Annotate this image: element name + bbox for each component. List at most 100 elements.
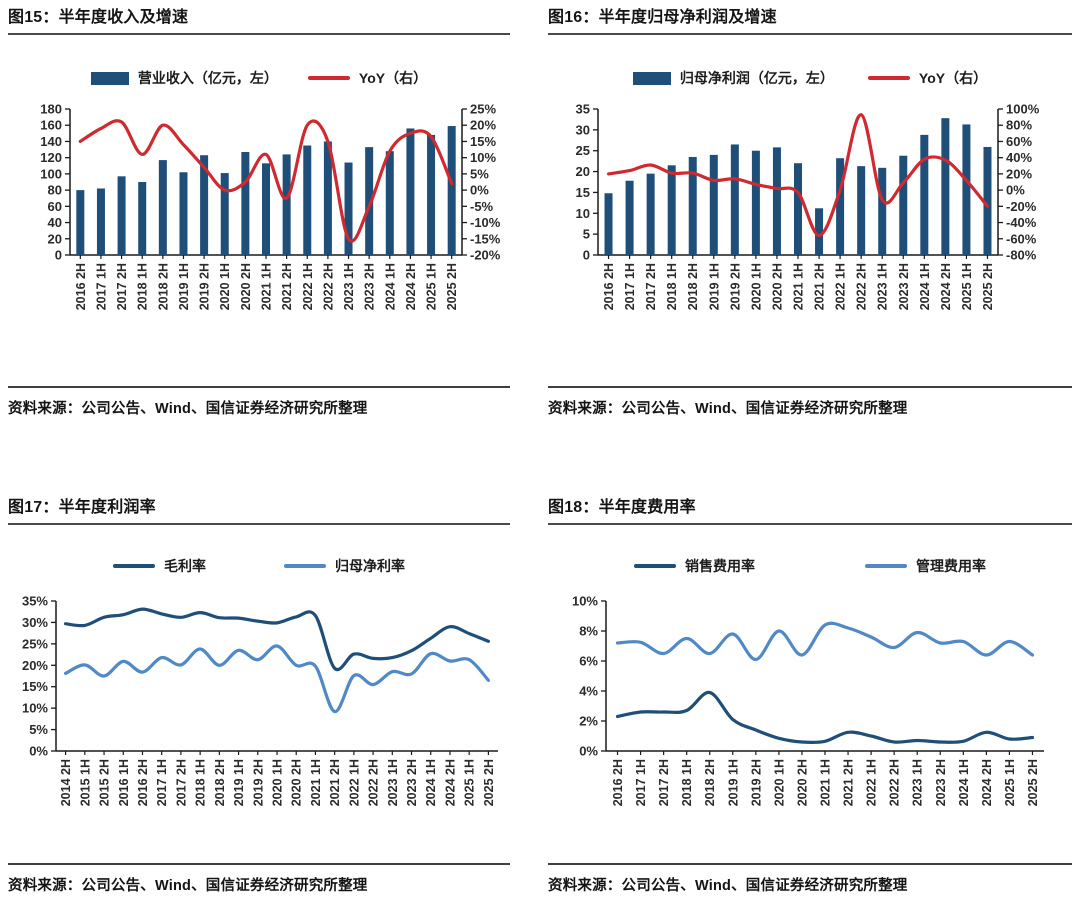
x-axis-tick-label: 2015 2H [98, 759, 112, 806]
right-axis-tick-label: 20% [1006, 166, 1032, 181]
left-axis-tick-label: 25% [22, 636, 48, 651]
left-axis-tick-label: 160 [40, 118, 62, 133]
line-series [78, 119, 454, 243]
bar [815, 208, 824, 255]
bar [447, 126, 456, 256]
left-axis-tick-label: 5 [583, 227, 590, 242]
x-axis-tick-label: 2021 2H [813, 263, 827, 310]
bar [241, 151, 250, 255]
figure-18-legend: 销售费用率 管理费用率 [548, 555, 1072, 577]
x-axis-tick-label: 2019 2H [728, 263, 742, 310]
right-axis-tick-label: -20% [1006, 199, 1037, 214]
x-axis-tick-label: 2017 1H [634, 759, 648, 806]
bar [983, 146, 992, 255]
x-axis-tick-label: 2023 2H [934, 759, 948, 806]
figure-16-legend: 归母净利润（亿元，左） YoY（右） [548, 67, 1072, 89]
left-axis-tick-label: 30% [22, 615, 48, 630]
x-axis-tick-label: 2020 1H [749, 263, 763, 310]
figure-16-plot: 0 5 10 15 20 25 30 35 -80% -60%-40%-20%0% 20%40%60… [576, 102, 1040, 311]
figure-18-source-note: 资料来源：公司公告、Wind、国信证券经济研究所整理 [548, 878, 908, 894]
bar [941, 118, 950, 255]
x-axis-tick-label: 2016 1H [117, 759, 131, 806]
right-axis-tick-label: 10% [470, 150, 496, 165]
right-axis-tick-label: -40% [1006, 215, 1037, 230]
x-axis-tick-label: 2018 1H [680, 759, 694, 806]
x-axis-tick-label: 2020 2H [770, 263, 784, 310]
bar [117, 176, 126, 255]
right-axis-tick-label: -60% [1006, 231, 1037, 246]
left-axis-tick-label: 180 [40, 102, 62, 117]
x-axis-tick-label: 2017 1H [623, 263, 637, 310]
left-axis-tick-label: 80 [48, 183, 62, 198]
x-axis-tick-label: 2023 2H [405, 759, 419, 806]
line-series [63, 607, 490, 672]
x-axis-tick-label: 2020 1H [218, 263, 232, 310]
right-axis-tick-label: 0% [1006, 183, 1025, 198]
left-axis-tick-label: 6% [579, 654, 598, 669]
legend-label: YoY（右） [358, 70, 428, 86]
line-series [615, 621, 1035, 662]
right-axis-tick-label: 60% [1006, 134, 1032, 149]
x-axis-tick-label: 2019 2H [251, 759, 265, 806]
figure-15-legend: 营业收入（亿元，左） YoY（右） [8, 67, 510, 89]
bar [730, 144, 739, 255]
x-axis-tick-label: 2020 2H [795, 759, 809, 806]
x-axis-tick-label: 2022 2H [888, 759, 902, 806]
bar [303, 145, 312, 255]
bar [262, 163, 270, 255]
bar [138, 182, 147, 255]
figure-15-source-note: 资料来源：公司公告、Wind、国信证券经济研究所整理 [8, 401, 368, 417]
bar [646, 173, 655, 255]
x-axis-tick-label: 2024 2H [404, 263, 418, 310]
bar [625, 180, 634, 255]
figure-panel-15: 图15：半年度收入及增速 营业收入（亿元，左） YoY（右） 0 20 40 60 80 1… [8, 8, 510, 418]
bar [365, 147, 374, 255]
legend-item: 毛利率 [113, 556, 206, 576]
legend-item: 归母净利率 [284, 556, 405, 576]
bar [200, 155, 209, 255]
right-axis-tick-label: -20% [470, 248, 501, 263]
right-axis-tick-label: 5% [470, 166, 489, 181]
x-axis-tick-label: 2024 2H [443, 759, 457, 806]
x-axis-tick-label: 2024 2H [939, 263, 953, 310]
x-axis-tick-label: 2022 2H [855, 263, 869, 310]
bar [406, 128, 415, 255]
left-axis-tick-label: 40 [48, 215, 62, 230]
figure-18-plot: 0% 2% 4% 6% 8% 10% 2016 2H 2017 1H 2017 2H 2018 1… [572, 594, 1044, 806]
line-series [606, 113, 990, 238]
x-axis-tick-label: 2018 2H [686, 263, 700, 310]
x-axis-tick-label: 2025 1H [960, 263, 974, 310]
x-axis-tick-label: 2018 2H [156, 263, 170, 310]
bar [427, 134, 436, 255]
left-axis-tick-label: 35 [576, 102, 590, 117]
x-axis-tick-label: 2024 1H [957, 759, 971, 806]
left-axis-tick-label: 10% [572, 594, 598, 609]
figure-18-title-rule [548, 523, 1072, 525]
figure-16-source-rule [548, 386, 1072, 388]
x-axis-tick-label: 2020 2H [290, 759, 304, 806]
bar [96, 188, 105, 255]
x-axis-tick-label: 2017 2H [174, 759, 188, 806]
right-axis-tick-label: 15% [470, 134, 496, 149]
x-axis-tick-label: 2021 1H [260, 263, 274, 310]
x-axis-tick-label: 2021 1H [819, 759, 833, 806]
x-axis-tick-label: 2024 1H [424, 759, 438, 806]
left-axis-tick-label: 20 [48, 231, 62, 246]
x-axis-tick-label: 2024 2H [980, 759, 994, 806]
bar [836, 158, 845, 255]
axes: 0% 5% 10% 15% 20% 25% 30% 35% 2014 2H 2015 1H 2015… [22, 594, 498, 806]
bar-series [76, 126, 456, 256]
legend-item: 归母净利润（亿元，左） [632, 68, 834, 88]
x-axis-tick-label: 2020 1H [271, 759, 285, 806]
bar [76, 190, 85, 255]
x-axis-tick-label: 2017 2H [657, 759, 671, 806]
bar [282, 154, 291, 255]
left-axis-tick-label: 2% [579, 714, 598, 729]
bar [709, 154, 718, 255]
left-axis-tick-label: 0 [583, 248, 590, 263]
bar [920, 134, 929, 255]
right-axis-tick-label: 20% [470, 118, 496, 133]
bar [751, 150, 760, 255]
x-axis-tick-label: 2025 2H [981, 263, 995, 310]
